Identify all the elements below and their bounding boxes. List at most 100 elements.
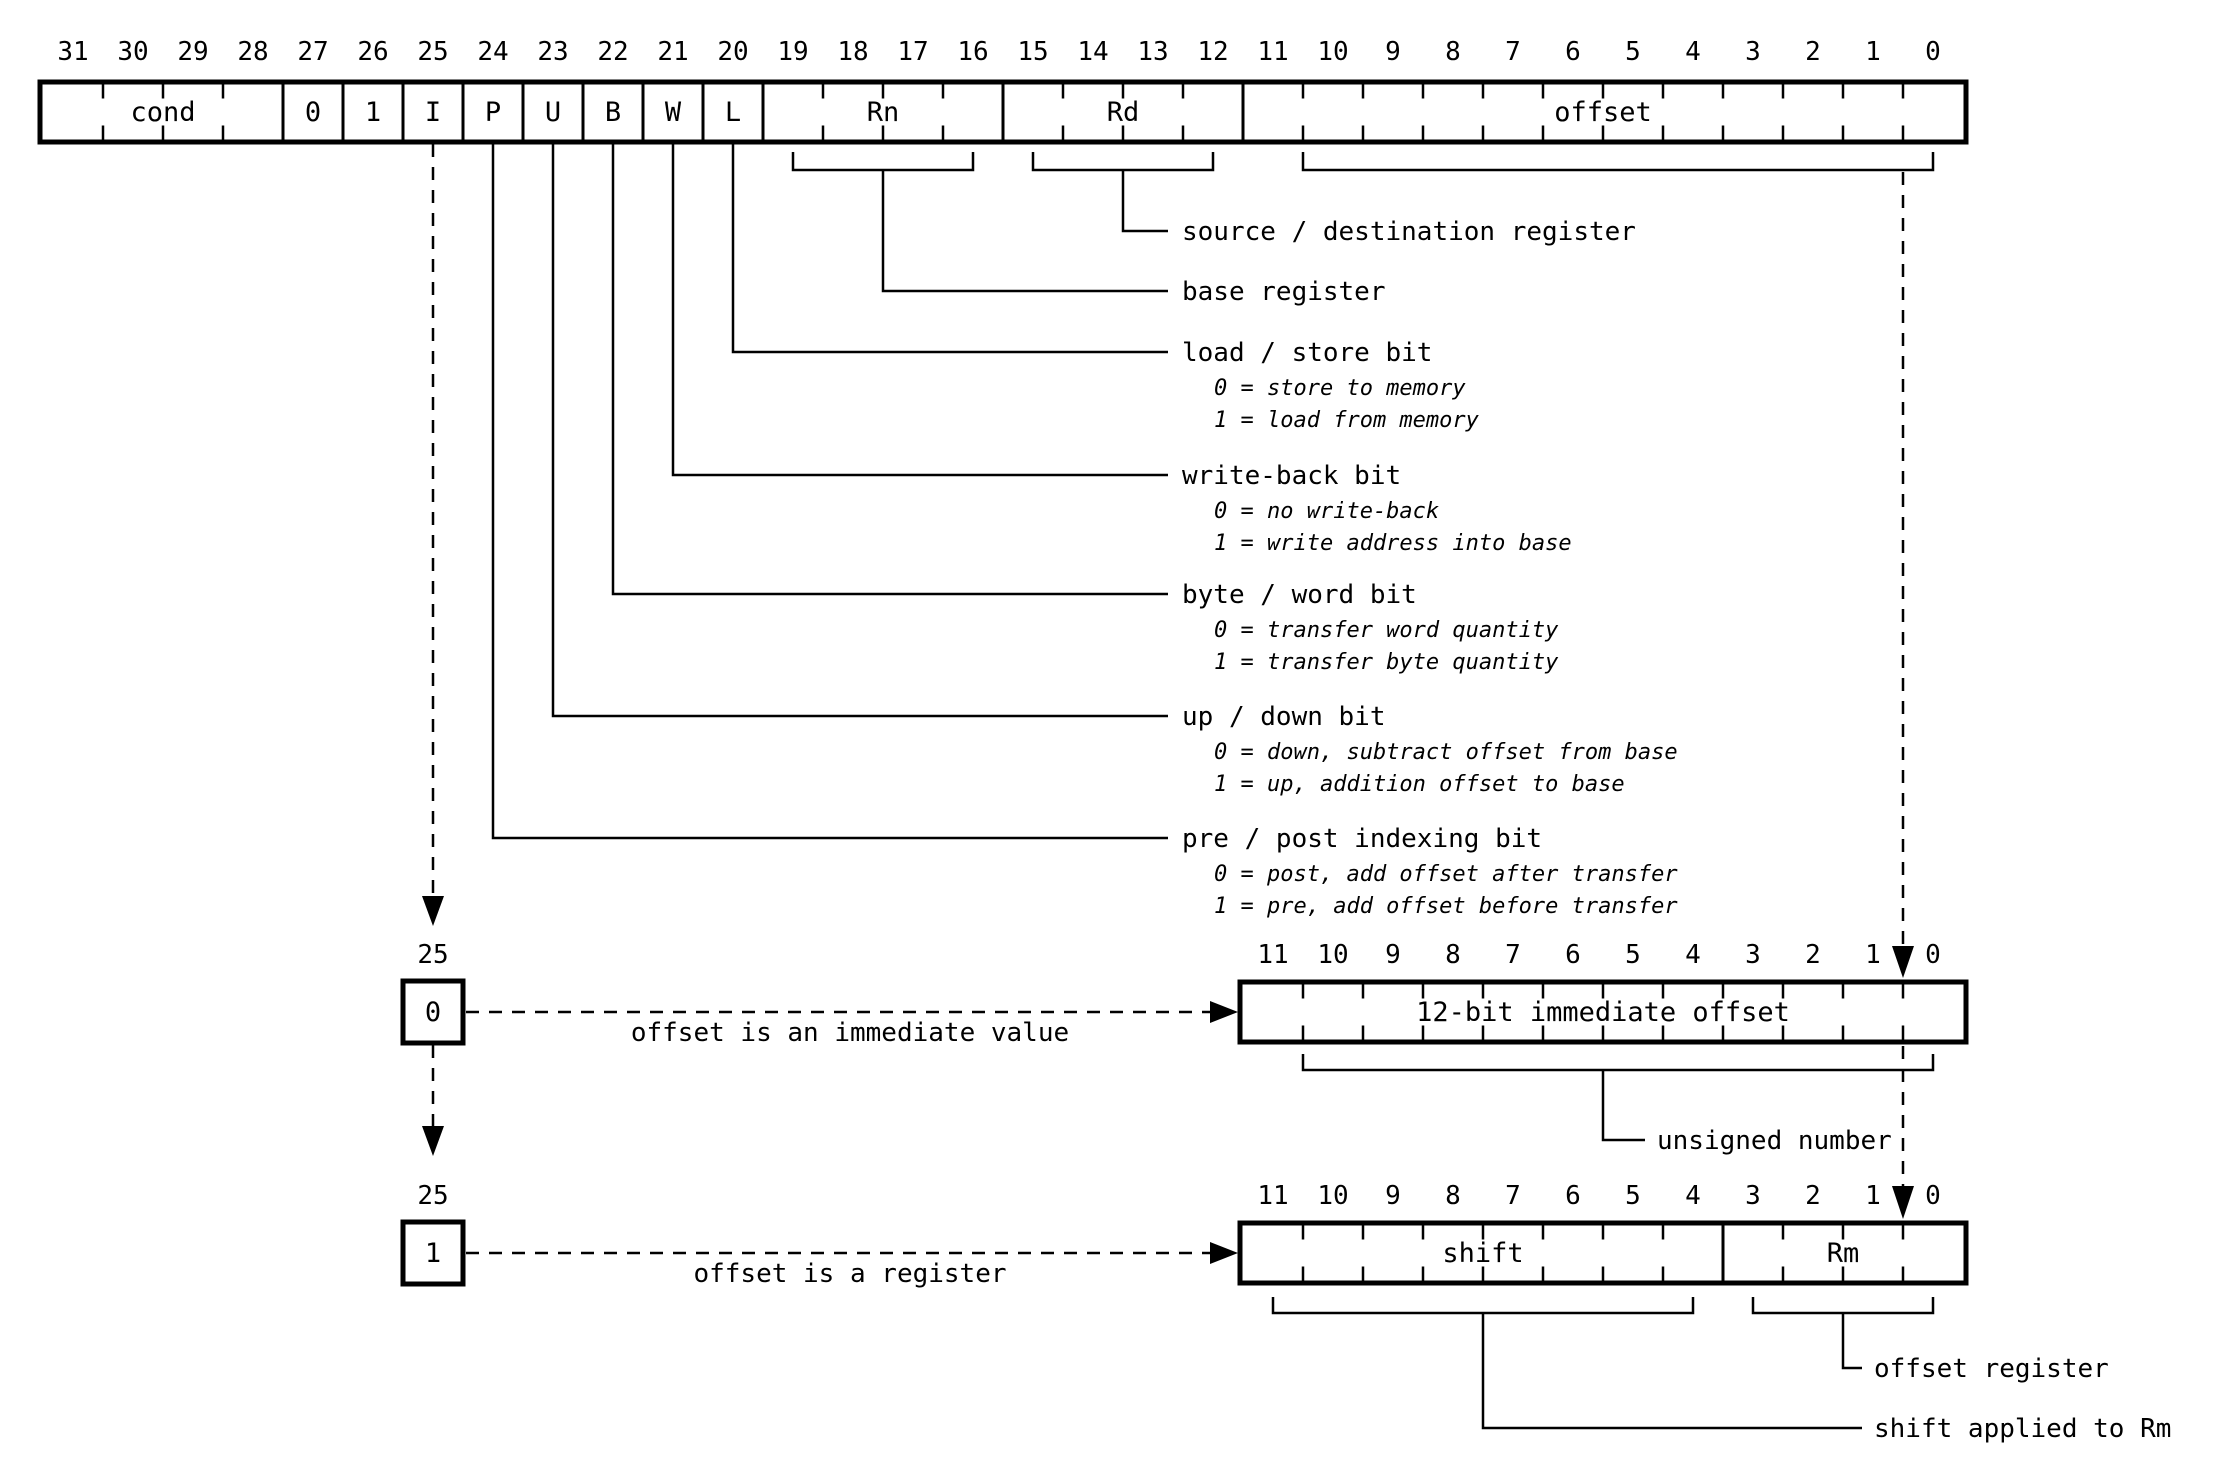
bit-number: 23 xyxy=(537,37,568,67)
field-label-cond: cond xyxy=(130,97,195,128)
annotation-b-opt1: 1 = transfer byte quantity xyxy=(1214,650,1559,675)
bit-number: 11 xyxy=(1257,1181,1288,1211)
bit-number: 10 xyxy=(1317,37,1348,67)
bit-number: 9 xyxy=(1385,940,1401,970)
bit-number: 1 xyxy=(1865,940,1881,970)
bit-numbers-immediate: 11 10 9 8 7 6 5 4 3 2 1 0 xyxy=(1257,940,1940,970)
bit-number: 13 xyxy=(1137,37,1168,67)
i-arrowhead xyxy=(422,896,444,926)
bit-number: 4 xyxy=(1685,940,1701,970)
field-label-i: I xyxy=(425,97,441,128)
rm-note-connector xyxy=(1841,1313,1862,1370)
field-label-bit27: 0 xyxy=(305,97,321,128)
field-dividers xyxy=(281,84,1245,140)
field-label-rd: Rd xyxy=(1107,97,1140,128)
bit-numbers-top: 31 30 29 28 27 26 25 24 23 22 21 20 19 18 17 16 15 14 13 12… xyxy=(57,37,1940,67)
annotation-u-opt1: 1 = up, addition offset to base xyxy=(1214,772,1625,797)
connector-b xyxy=(611,144,1168,596)
bit-number: 8 xyxy=(1445,1181,1461,1211)
bit-number: 6 xyxy=(1565,940,1581,970)
bit-number: 5 xyxy=(1625,1181,1641,1211)
bit-number: 25 xyxy=(417,37,448,67)
annotation-b-opt0: 0 = transfer word quantity xyxy=(1214,618,1559,643)
bit-number: 0 xyxy=(1925,1181,1941,1211)
connector-w xyxy=(671,144,1168,477)
rm-note: offset register xyxy=(1874,1354,2109,1384)
bit-number: 26 xyxy=(357,37,388,67)
offset-arrowhead-lower xyxy=(1892,1186,1914,1219)
bit-numbers-register: 11 10 9 8 7 6 5 4 3 2 1 0 xyxy=(1257,1181,1940,1211)
shift-note: shift applied to Rm xyxy=(1874,1414,2171,1444)
bit-number: 6 xyxy=(1565,1181,1581,1211)
annotation-u-opt0: 0 = down, subtract offset from base xyxy=(1214,740,1678,765)
shift-note-connector xyxy=(1481,1313,1862,1430)
bit-number: 2 xyxy=(1805,940,1821,970)
bit-number: 29 xyxy=(177,37,208,67)
bit-number: 4 xyxy=(1685,1181,1701,1211)
bit-number: 11 xyxy=(1257,37,1288,67)
i-bit-value-1-box xyxy=(400,1219,466,1287)
bit-number: 27 xyxy=(297,37,328,67)
bit-number: 30 xyxy=(117,37,148,67)
bit-ticks-top xyxy=(101,84,1905,140)
immediate-note-connector xyxy=(1601,1070,1645,1142)
bit-number: 19 xyxy=(777,37,808,67)
bit-number: 3 xyxy=(1745,37,1761,67)
bit-number: 21 xyxy=(657,37,688,67)
register-bit-pos-label: 25 xyxy=(417,1181,448,1211)
connector-l xyxy=(731,144,1168,354)
rd-bracket xyxy=(1031,152,1215,172)
bit-number: 5 xyxy=(1625,37,1641,67)
annotation-w-opt1: 1 = write address into base xyxy=(1214,531,1572,556)
field-label-p: P xyxy=(485,97,501,128)
annotation-p-title: pre / post indexing bit xyxy=(1182,824,1542,854)
immediate-bracket xyxy=(1301,1054,1935,1072)
annotation-l-title: load / store bit xyxy=(1182,338,1432,368)
field-label-bit26: 1 xyxy=(365,97,381,128)
bit-number: 7 xyxy=(1505,940,1521,970)
annotation-l-opt0: 0 = store to memory xyxy=(1214,376,1466,401)
bit-number: 3 xyxy=(1745,1181,1761,1211)
i-zero-to-one-arrowhead xyxy=(422,1126,444,1156)
bit-number: 5 xyxy=(1625,940,1641,970)
bit-number: 18 xyxy=(837,37,868,67)
shift-field-label: shift xyxy=(1442,1238,1523,1269)
bit-number: 0 xyxy=(1925,37,1941,67)
bit-number: 2 xyxy=(1805,37,1821,67)
bit-number: 8 xyxy=(1445,940,1461,970)
immediate-field-label: 12-bit immediate offset xyxy=(1416,997,1790,1028)
immediate-bit-pos-label: 25 xyxy=(417,940,448,970)
i-bit-value-0: 0 xyxy=(425,997,441,1028)
bit-number: 16 xyxy=(957,37,988,67)
bit-number: 28 xyxy=(237,37,268,67)
immediate-arrowhead xyxy=(1210,1001,1238,1023)
offset-bracket xyxy=(1301,152,1935,172)
bit-ticks-register xyxy=(1301,1225,1905,1281)
bit-number: 7 xyxy=(1505,37,1521,67)
field-label-w: W xyxy=(665,97,682,128)
annotation-p-opt1: 1 = pre, add offset before transfer xyxy=(1214,894,1678,919)
bit-number: 24 xyxy=(477,37,508,67)
field-label-offset: offset xyxy=(1554,97,1652,128)
field-label-u: U xyxy=(545,97,561,128)
bit-ticks-immediate xyxy=(1301,984,1905,1040)
annotation-rn: base register xyxy=(1182,277,1386,307)
bit-number: 10 xyxy=(1317,1181,1348,1211)
immediate-note: unsigned number xyxy=(1657,1126,1892,1156)
bit-number: 2 xyxy=(1805,1181,1821,1211)
rm-bracket xyxy=(1751,1297,1935,1315)
bit-number: 12 xyxy=(1197,37,1228,67)
bit-number: 14 xyxy=(1077,37,1108,67)
bit-number: 10 xyxy=(1317,940,1348,970)
bit-number: 1 xyxy=(1865,1181,1881,1211)
annotation-p-opt0: 0 = post, add offset after transfer xyxy=(1214,862,1678,887)
immediate-arrow-label: offset is an immediate value xyxy=(631,1018,1069,1048)
i-bit-value-0-box xyxy=(400,978,466,1046)
connector-rn xyxy=(881,170,1168,293)
field-label-b: B xyxy=(605,97,621,128)
register-arrowhead xyxy=(1210,1242,1238,1264)
connector-rd xyxy=(1121,170,1168,233)
field-label-rn: Rn xyxy=(867,97,900,128)
